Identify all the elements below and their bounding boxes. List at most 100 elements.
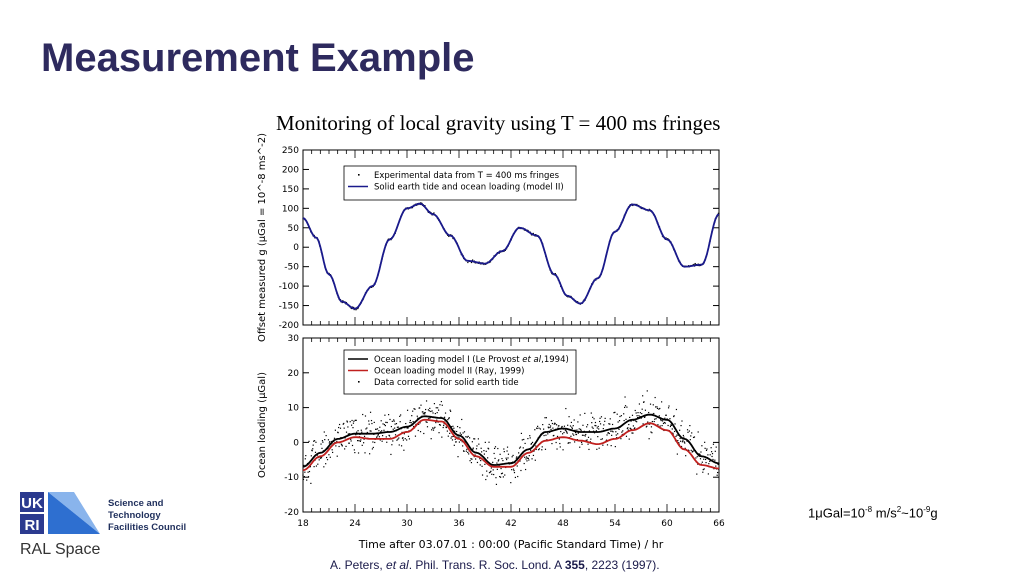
data-point (317, 463, 319, 465)
data-point (354, 419, 356, 421)
data-point (493, 447, 496, 450)
y-tick-label: 200 (282, 165, 299, 175)
data-point (638, 415, 640, 417)
legend: Experimental data from T = 400 ms fringe… (343, 165, 577, 201)
data-point (547, 426, 549, 428)
data-point (488, 472, 491, 474)
data-point (647, 421, 649, 423)
data-point (710, 447, 712, 449)
data-point (328, 442, 330, 444)
data-point (566, 432, 568, 434)
data-point (546, 439, 548, 441)
data-point (669, 418, 671, 420)
data-point (344, 448, 346, 450)
y-tick-label: -20 (284, 508, 299, 518)
data-point (695, 457, 697, 459)
data-point (704, 458, 707, 461)
data-point (471, 458, 473, 460)
data-point (650, 431, 652, 433)
data-point (562, 449, 564, 451)
data-point (305, 455, 307, 457)
y-tick-label: 0 (293, 438, 299, 448)
data-point (630, 428, 632, 430)
data-point (419, 407, 421, 409)
data-point (322, 441, 324, 443)
x-tick-label: 60 (661, 519, 673, 529)
data-point (494, 446, 497, 448)
data-point (422, 413, 424, 415)
legend-entry: Solid earth tide and ocean loading (mode… (374, 183, 564, 193)
data-point (490, 470, 492, 472)
data-point (331, 449, 333, 451)
data-point (516, 465, 518, 467)
data-point (380, 431, 382, 433)
data-point (409, 419, 411, 422)
data-point (388, 414, 390, 416)
data-point (506, 446, 509, 448)
data-point (715, 446, 717, 448)
data-point (571, 427, 573, 430)
data-point (429, 407, 431, 409)
data-point (717, 463, 719, 466)
data-point (487, 457, 489, 459)
data-point (571, 426, 573, 428)
stfc-line-3: Facilities Council (108, 522, 187, 533)
x-tick-label: 48 (557, 519, 569, 529)
data-point (547, 433, 549, 435)
data-point (336, 455, 338, 457)
data-point (655, 406, 657, 408)
data-point (423, 412, 425, 414)
data-point (618, 428, 620, 430)
data-point (616, 413, 618, 415)
data-point (569, 425, 572, 427)
data-point (704, 447, 706, 449)
data-point (363, 435, 366, 437)
data-point (429, 417, 431, 419)
data-point (491, 473, 493, 475)
data-point (304, 458, 306, 460)
data-point (648, 438, 650, 440)
data-point (439, 424, 442, 426)
data-point (358, 440, 360, 442)
data-point (396, 426, 398, 428)
data-point (437, 407, 439, 409)
data-point (391, 420, 393, 422)
data-point (507, 457, 509, 459)
data-point (464, 441, 466, 443)
data-point (661, 425, 663, 427)
data-point (308, 440, 310, 442)
data-point (694, 262, 696, 265)
chart-panel-1: 250 200 150 100 50 0 -50 -100 -150 -200 Offset mea… (257, 133, 720, 342)
data-point (492, 469, 494, 471)
data-point (586, 439, 588, 441)
data-point (424, 413, 426, 415)
x-tick-label: 54 (609, 519, 621, 529)
data-point (610, 445, 612, 447)
data-point (479, 464, 481, 466)
data-point (714, 459, 716, 461)
data-point (658, 408, 660, 410)
data-point (656, 406, 658, 408)
data-point (556, 435, 559, 438)
legend-box (343, 165, 577, 201)
data-point (343, 422, 345, 425)
data-point (712, 458, 714, 461)
data-point (619, 415, 621, 418)
data-point (606, 444, 609, 446)
data-point (669, 425, 672, 428)
data-point (458, 441, 461, 443)
data-point (357, 452, 360, 454)
data-point (335, 445, 337, 447)
data-point (388, 435, 391, 437)
data-point (702, 471, 704, 473)
data-point (481, 465, 483, 467)
data-point (530, 449, 532, 451)
data-point (561, 425, 563, 428)
y-tick-label: -50 (284, 263, 299, 273)
data-point (522, 447, 524, 449)
data-point (499, 475, 501, 478)
data-point (328, 454, 330, 456)
data-point (449, 432, 451, 434)
data-point (344, 437, 346, 439)
data-point (528, 455, 530, 457)
